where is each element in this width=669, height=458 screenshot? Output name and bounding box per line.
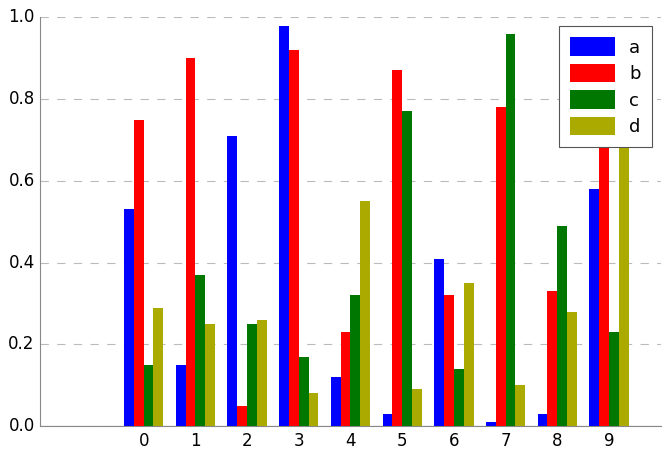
Bar <box>308 393 318 426</box>
Bar <box>486 422 496 426</box>
Bar <box>247 324 257 426</box>
Bar <box>341 332 351 426</box>
Bar <box>599 140 609 426</box>
Bar <box>153 308 163 426</box>
Bar <box>434 258 444 426</box>
Bar <box>176 365 185 426</box>
Bar <box>444 295 454 426</box>
Bar <box>412 389 422 426</box>
Bar <box>351 295 361 426</box>
Bar <box>195 275 205 426</box>
Bar <box>361 201 370 426</box>
Bar <box>279 26 289 426</box>
Bar <box>454 369 464 426</box>
Bar <box>185 58 195 426</box>
Bar <box>619 140 629 426</box>
Bar <box>402 111 412 426</box>
Bar <box>383 414 392 426</box>
Bar <box>496 107 506 426</box>
Bar <box>227 136 237 426</box>
Bar <box>506 34 515 426</box>
Legend: a, b, c, d: a, b, c, d <box>559 27 652 147</box>
Bar <box>257 320 267 426</box>
Bar <box>205 324 215 426</box>
Bar <box>299 357 308 426</box>
Bar <box>567 311 577 426</box>
Bar <box>515 385 525 426</box>
Bar <box>609 332 619 426</box>
Bar <box>392 71 402 426</box>
Bar <box>538 414 547 426</box>
Bar <box>330 377 341 426</box>
Bar <box>589 189 599 426</box>
Bar <box>134 120 144 426</box>
Bar <box>464 283 474 426</box>
Bar <box>124 209 134 426</box>
Bar <box>237 406 247 426</box>
Bar <box>289 50 299 426</box>
Bar <box>547 291 557 426</box>
Bar <box>557 226 567 426</box>
Bar <box>144 365 153 426</box>
